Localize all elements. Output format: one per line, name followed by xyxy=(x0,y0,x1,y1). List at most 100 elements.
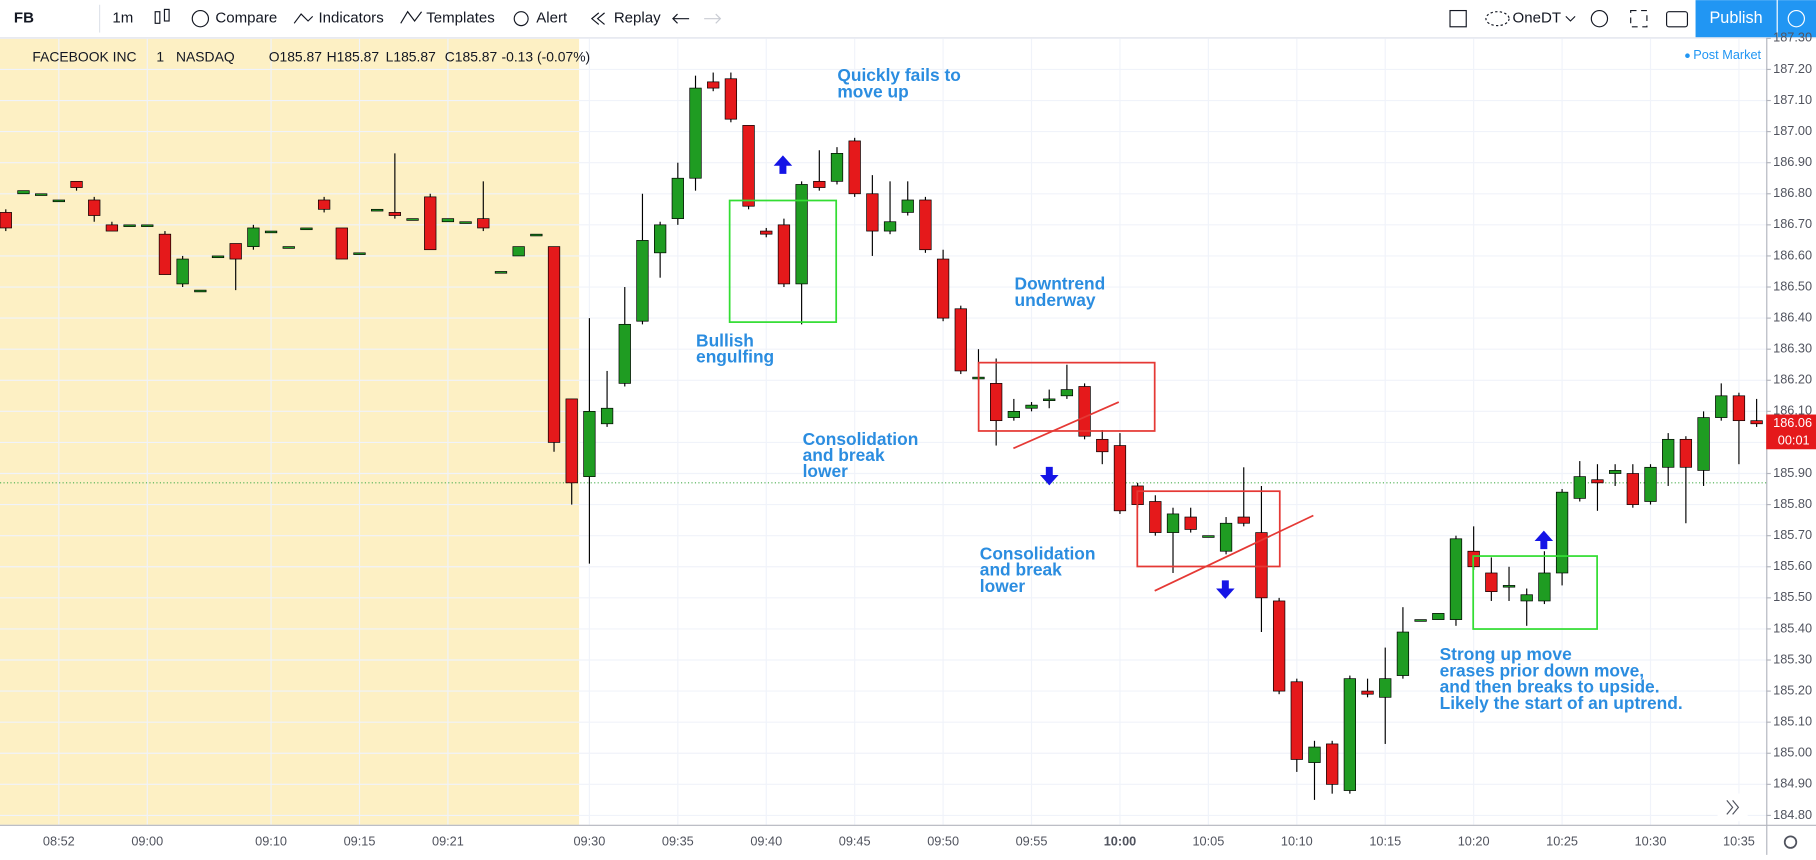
y-tick-label: 186.30 xyxy=(1773,341,1812,356)
up-arrow xyxy=(773,155,793,174)
legend-open: O185.87 xyxy=(269,49,323,65)
y-tick-label: 184.80 xyxy=(1773,807,1812,822)
candle-body xyxy=(1379,678,1392,698)
y-tick-label: 186.20 xyxy=(1773,372,1812,387)
snapshot-icon[interactable] xyxy=(1666,11,1689,28)
annotation: and then breaks to upside. xyxy=(1440,677,1660,697)
trend-line xyxy=(1154,514,1314,592)
highlight-box xyxy=(1472,555,1598,630)
candle-body xyxy=(830,153,844,182)
candle-body xyxy=(936,258,950,319)
highlight-box xyxy=(728,199,838,323)
candle-body xyxy=(123,224,136,227)
alert-icon[interactable] xyxy=(513,11,529,27)
settings-icon[interactable] xyxy=(1590,9,1609,28)
candle-body xyxy=(901,199,914,213)
candle-body xyxy=(229,243,242,260)
candle-body xyxy=(335,227,348,260)
y-tick-label: 185.40 xyxy=(1773,620,1812,635)
candle-body xyxy=(848,140,861,195)
y-tick-label: 187.30 xyxy=(1773,30,1812,45)
x-tick-label: 09:10 xyxy=(255,833,287,848)
annotation: Bullish xyxy=(696,330,754,350)
layout-name[interactable]: OneDT xyxy=(1513,10,1562,27)
rectangle-icon[interactable] xyxy=(1449,9,1467,28)
candle-body xyxy=(194,289,207,293)
candle-body xyxy=(866,193,879,232)
templates-button[interactable]: Templates xyxy=(426,10,495,27)
candle-body xyxy=(1573,476,1586,499)
candle-body xyxy=(919,199,932,251)
y-tick-label: 185.10 xyxy=(1773,714,1812,729)
annotation: lower xyxy=(803,461,849,481)
x-tick-label: 09:00 xyxy=(131,833,163,848)
session-dot xyxy=(1685,53,1690,59)
candle-body xyxy=(689,87,702,179)
y-tick-label: 185.90 xyxy=(1773,465,1812,480)
cloud-icon[interactable] xyxy=(1485,11,1510,27)
candle-body xyxy=(760,230,773,235)
indicators-button[interactable]: Indicators xyxy=(318,10,383,27)
axis-settings-icon[interactable] xyxy=(1783,835,1798,849)
x-tick-label: 10:35 xyxy=(1723,833,1755,848)
countdown-label: 00:01 xyxy=(1778,433,1810,448)
y-tick-label: 186.50 xyxy=(1773,278,1812,293)
y-tick-label: 187.10 xyxy=(1773,92,1812,107)
legend-change: -0.13 (-0.07%) xyxy=(501,49,590,65)
templates-icon[interactable] xyxy=(400,10,423,24)
symbol[interactable]: FB xyxy=(14,10,34,27)
candle-body xyxy=(105,224,119,232)
x-tick-label: 10:15 xyxy=(1369,833,1401,848)
y-tick-label: 186.80 xyxy=(1773,185,1812,200)
candle-body xyxy=(671,177,684,219)
legend-name: FACEBOOK INC xyxy=(32,49,136,65)
annotation: Downtrend xyxy=(1015,274,1106,294)
indicators-icon[interactable] xyxy=(293,13,314,24)
candle-body xyxy=(1538,572,1551,602)
candle-body xyxy=(494,271,508,274)
x-tick-label: 09:50 xyxy=(927,833,959,848)
annotation: Consolidation xyxy=(803,429,919,449)
publish-button[interactable]: Publish xyxy=(1710,9,1763,27)
candle-body xyxy=(141,224,154,227)
chart-style-icon[interactable] xyxy=(154,8,170,24)
candle-body xyxy=(795,184,808,285)
publish-menu-icon[interactable] xyxy=(1787,9,1805,28)
candle-body xyxy=(583,411,596,477)
y-tick-label: 186.40 xyxy=(1773,309,1812,324)
fullscreen-icon[interactable] xyxy=(1630,9,1648,28)
alert-button[interactable]: Alert xyxy=(536,10,568,27)
candle-body xyxy=(52,199,65,203)
y-tick-label: 185.50 xyxy=(1773,589,1812,604)
candle-body xyxy=(1237,516,1250,524)
scroll-icon[interactable] xyxy=(1726,800,1740,815)
candle-body xyxy=(530,233,543,237)
corner-controls xyxy=(1717,793,1798,849)
annotation: underway xyxy=(1015,290,1096,310)
candle-body xyxy=(406,218,419,221)
candle-body xyxy=(990,383,1003,422)
publish-button-bg[interactable] xyxy=(1695,0,1777,38)
x-tick-label: 10:30 xyxy=(1635,833,1667,848)
annotation: Likely the start of an uptrend. xyxy=(1440,693,1683,713)
candle-body xyxy=(1060,389,1074,397)
candle-body xyxy=(813,180,826,188)
compare-icon[interactable] xyxy=(191,9,210,28)
dropdown-icon[interactable] xyxy=(1565,15,1576,22)
interval-button[interactable]: 1m xyxy=(112,10,133,27)
x-tick-label: 10:10 xyxy=(1281,833,1313,848)
compare-button[interactable]: Compare xyxy=(215,10,277,27)
y-tick-label: 187.00 xyxy=(1773,123,1812,138)
replay-icon[interactable] xyxy=(590,12,605,25)
candle-body xyxy=(1502,585,1516,588)
candle-body xyxy=(1715,395,1728,418)
candle-body xyxy=(954,308,967,372)
replay-button[interactable]: Replay xyxy=(614,10,661,27)
legend-low: L185.87 xyxy=(386,49,436,65)
candle-body xyxy=(1432,613,1445,620)
publish-menu[interactable] xyxy=(1777,0,1816,38)
undo-icon[interactable] xyxy=(672,13,690,24)
annotation: Strong up move xyxy=(1440,644,1572,664)
redo-icon[interactable] xyxy=(704,13,722,24)
